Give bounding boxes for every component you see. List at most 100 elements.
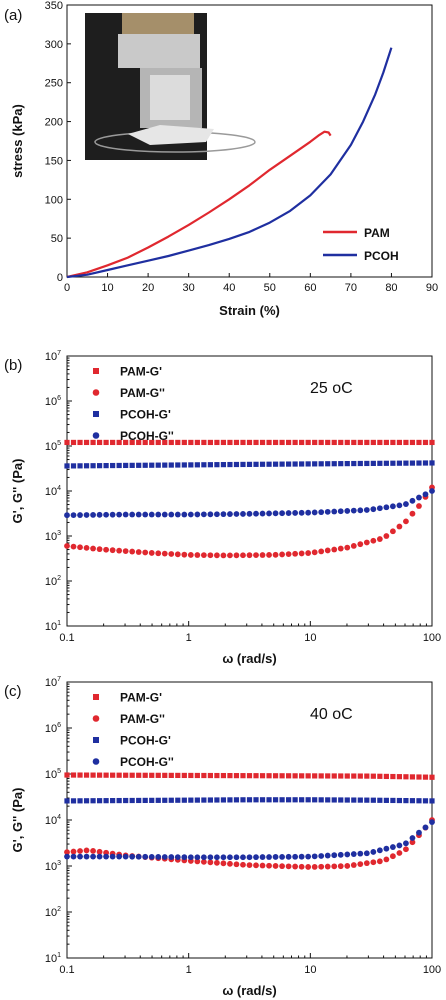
data-point-pcoh-gp	[188, 462, 194, 468]
data-point-pam-gpp	[324, 547, 331, 554]
data-point-pam-gpp	[246, 552, 253, 559]
data-point-pam-gp	[259, 773, 266, 779]
data-point-pcoh-gp	[123, 462, 129, 469]
data-point-pcoh-gp	[364, 460, 370, 467]
data-point-pam-gp	[246, 773, 253, 779]
panel-a: (a) 0 10 20 30 40 50 60 70 80 90 0 50 100 150 200 250 300…	[4, 0, 438, 318]
data-point-pam-gpp	[83, 847, 90, 854]
data-point-pam-gp	[292, 439, 298, 446]
data-point-pcoh-gpp	[240, 511, 246, 517]
data-point-pam-gp	[305, 439, 311, 446]
data-point-pam-gpp	[292, 863, 299, 870]
data-point-pcoh-gpp	[383, 845, 390, 852]
x-tick-label-b: 100	[423, 632, 441, 644]
data-point-pam-gp	[396, 439, 403, 446]
data-point-pam-gp	[409, 439, 416, 446]
data-point-pam-gpp	[194, 858, 201, 865]
data-point-pcoh-gpp	[122, 853, 129, 860]
data-point-pcoh-gp	[129, 462, 135, 468]
data-point-pam-gp	[77, 439, 83, 446]
data-point-pam-gp	[123, 772, 129, 778]
data-point-pcoh-gp	[253, 797, 259, 803]
data-point-pcoh-gpp	[109, 853, 116, 860]
data-point-pcoh-gp	[422, 460, 429, 466]
data-point-pam-gpp	[233, 552, 240, 559]
data-point-pcoh-gpp	[240, 854, 246, 861]
data-point-pam-gpp	[383, 856, 390, 863]
data-point-pcoh-gpp	[416, 829, 422, 836]
data-point-pcoh-gp	[344, 461, 350, 467]
data-point-pcoh-gp	[292, 461, 298, 467]
data-point-pcoh-gp	[136, 462, 142, 468]
data-point-pcoh-gp	[422, 798, 429, 804]
legend-marker-pcoh-gpp	[92, 758, 100, 765]
data-point-pcoh-gp	[325, 797, 331, 803]
data-point-pcoh-gpp	[266, 854, 272, 860]
data-point-pcoh-gpp	[429, 488, 435, 494]
data-point-pam-gp	[305, 773, 311, 779]
data-point-pam-gpp	[200, 858, 207, 865]
data-point-pcoh-gp	[162, 797, 168, 803]
data-point-pcoh-gp	[370, 797, 376, 803]
data-point-pcoh-gpp	[161, 511, 168, 518]
x-tick-label-c: 0.1	[59, 964, 74, 976]
data-point-pam-gpp	[318, 548, 325, 555]
data-point-pam-gpp	[142, 549, 149, 556]
x-tick-label-b: 1	[186, 632, 192, 644]
data-point-pcoh-gp	[259, 461, 266, 467]
data-point-pam-gpp	[396, 850, 403, 856]
data-point-pam-gp	[64, 772, 70, 778]
data-point-pam-gp	[129, 772, 135, 778]
data-point-pcoh-gpp	[318, 509, 325, 516]
data-point-pcoh-gpp	[259, 854, 266, 860]
data-point-pcoh-gpp	[77, 853, 83, 860]
data-point-pam-gp	[149, 439, 155, 446]
data-point-pcoh-gpp	[161, 854, 168, 860]
x-tick-label-a: 50	[264, 282, 276, 294]
x-tick-label-a: 30	[183, 282, 195, 294]
data-point-pam-gpp	[285, 551, 292, 558]
data-point-pam-gpp	[331, 863, 338, 870]
legend-marker-pam-gp	[93, 368, 99, 374]
data-point-pam-gp	[312, 439, 318, 446]
data-point-pcoh-gp	[390, 460, 396, 466]
data-point-pam-gp	[338, 773, 344, 779]
data-point-pam-gpp	[220, 860, 227, 867]
data-point-pam-gp	[240, 439, 246, 446]
data-point-pam-gp	[279, 439, 285, 446]
photo-clamp-top	[122, 13, 194, 35]
data-point-pcoh-gpp	[292, 853, 299, 860]
data-point-pam-gp	[201, 772, 207, 779]
x-tick-label-a: 0	[64, 282, 70, 294]
data-point-pcoh-gpp	[259, 510, 266, 517]
data-point-pcoh-gpp	[233, 511, 240, 517]
data-point-pcoh-gpp	[90, 853, 96, 860]
data-point-pcoh-gp	[377, 460, 383, 466]
y-tick-label-c: 103	[45, 860, 61, 873]
y-tick-label-a: 100	[45, 194, 63, 206]
data-point-pam-gp	[383, 773, 389, 780]
data-point-pam-gp	[194, 439, 200, 446]
data-point-pam-gpp	[181, 551, 188, 558]
data-point-pcoh-gpp	[285, 510, 292, 516]
data-point-pcoh-gpp	[285, 853, 292, 860]
legend-label-pcoh: PCOH	[364, 249, 399, 263]
data-point-pcoh-gp	[383, 797, 389, 803]
data-point-pam-gp	[136, 439, 142, 446]
data-point-pam-gp	[142, 772, 148, 778]
data-point-pam-gp	[357, 773, 363, 779]
data-point-pam-gpp	[227, 552, 233, 559]
data-point-pam-gp	[201, 439, 207, 446]
data-point-pcoh-gp	[116, 797, 122, 804]
legend-label-pcoh-gp: PCOH-G'	[120, 408, 171, 422]
data-point-pcoh-gp	[409, 798, 416, 804]
data-point-pam-gp	[188, 439, 194, 446]
data-point-pcoh-gp	[220, 797, 227, 803]
data-point-pam-gp	[403, 774, 409, 780]
y-tick-label-b: 102	[45, 575, 61, 588]
data-point-pcoh-gpp	[311, 509, 318, 516]
data-point-pam-gpp	[331, 546, 338, 553]
data-point-pcoh-gpp	[207, 854, 214, 861]
x-axis-title-a: Strain (%)	[219, 303, 280, 318]
